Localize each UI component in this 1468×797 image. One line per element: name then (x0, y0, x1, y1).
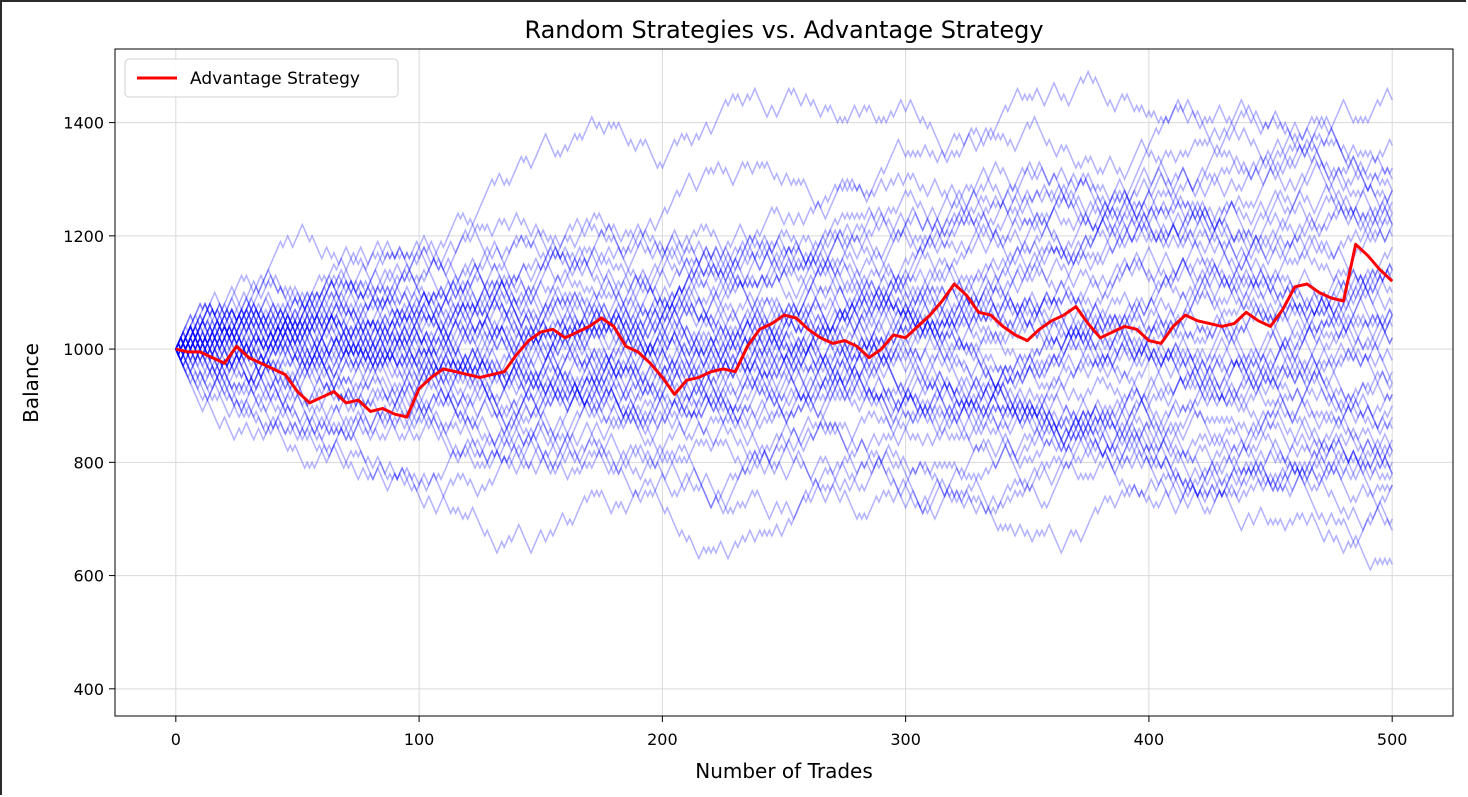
random-strategy-line (175, 284, 1393, 431)
random-strategy-line (175, 233, 1393, 436)
advantage-strategy-series (175, 242, 1394, 419)
random-strategy-line (175, 234, 1393, 363)
x-tick-label: 400 (1134, 730, 1165, 749)
x-axis-label: Number of Trades (695, 759, 873, 783)
random-strategy-line (175, 273, 1393, 414)
random-strategy-line (175, 69, 1393, 357)
random-strategy-line (175, 199, 1393, 397)
random-strategy-line (175, 267, 1393, 476)
random-strategy-line (175, 313, 1393, 493)
x-tick-label: 300 (890, 730, 921, 749)
chart-title: Random Strategies vs. Advantage Strategy (524, 16, 1043, 44)
x-tick-label: 0 (171, 730, 181, 749)
random-strategy-line (175, 296, 1393, 516)
random-strategy-line (175, 171, 1393, 369)
random-strategy-line (175, 211, 1393, 391)
x-tick-label: 200 (647, 730, 678, 749)
random-strategy-line (175, 330, 1393, 555)
random-strategy-line (175, 348, 1393, 527)
random-strategy-line (175, 165, 1393, 357)
y-tick-label: 1000 (63, 340, 104, 359)
random-strategy-line (175, 217, 1393, 419)
legend-label-advantage: Advantage Strategy (190, 69, 360, 89)
random-strategy-line (175, 245, 1393, 391)
random-strategy-line (175, 313, 1393, 572)
random-strategy-line (175, 171, 1393, 363)
random-strategy-line (175, 290, 1393, 475)
random-strategy-line (175, 86, 1393, 408)
x-tick-label: 500 (1377, 730, 1408, 749)
random-strategy-line (175, 262, 1393, 453)
legend-box (124, 58, 399, 98)
y-tick-label: 600 (73, 567, 104, 586)
random-strategy-line (175, 273, 1393, 414)
random-strategy-line (175, 222, 1393, 363)
y-tick-label: 800 (73, 453, 104, 472)
random-strategy-line (175, 318, 1393, 555)
random-strategy-line (175, 284, 1393, 487)
x-tick-label: 100 (404, 730, 435, 749)
random-strategy-line (175, 267, 1393, 436)
random-strategy-line (175, 290, 1393, 431)
random-strategy-line (175, 114, 1393, 431)
y-axis-ticks: 400 600 800 1000 1200 1400 (63, 114, 115, 699)
random-strategy-line (175, 348, 1393, 561)
random-strategy-line (175, 313, 1393, 510)
random-strategy-line (175, 200, 1393, 357)
random-strategy-line (175, 290, 1393, 448)
legend: Advantage Strategy (124, 58, 399, 98)
random-strategy-line (175, 246, 1393, 391)
advantage-strategy-line (175, 242, 1394, 419)
y-tick-label: 1400 (63, 114, 104, 133)
y-tick-label: 1200 (63, 227, 104, 246)
y-tick-label: 400 (73, 680, 104, 699)
random-strategy-line (175, 290, 1393, 459)
random-strategy-line (175, 103, 1393, 374)
random-strategy-line (175, 250, 1393, 397)
plot-frame (114, 48, 1454, 717)
random-strategy-line (175, 131, 1393, 357)
grid (115, 49, 1453, 716)
random-strategy-line (175, 149, 1393, 369)
random-strategy-line (175, 256, 1393, 504)
random-strategy-line (175, 273, 1393, 431)
random-strategy-line (175, 330, 1393, 516)
random-strategy-line (175, 217, 1393, 442)
y-axis-label: Balance (19, 343, 43, 423)
random-strategy-line (175, 160, 1393, 374)
random-strategy-line (175, 313, 1393, 510)
random-strategy-line (175, 120, 1393, 368)
random-strategy-line (175, 290, 1393, 487)
x-axis-ticks: 0 100 200 300 400 500 (171, 716, 1408, 749)
random-strategy-line (175, 301, 1393, 487)
random-strategy-lines (175, 69, 1393, 572)
